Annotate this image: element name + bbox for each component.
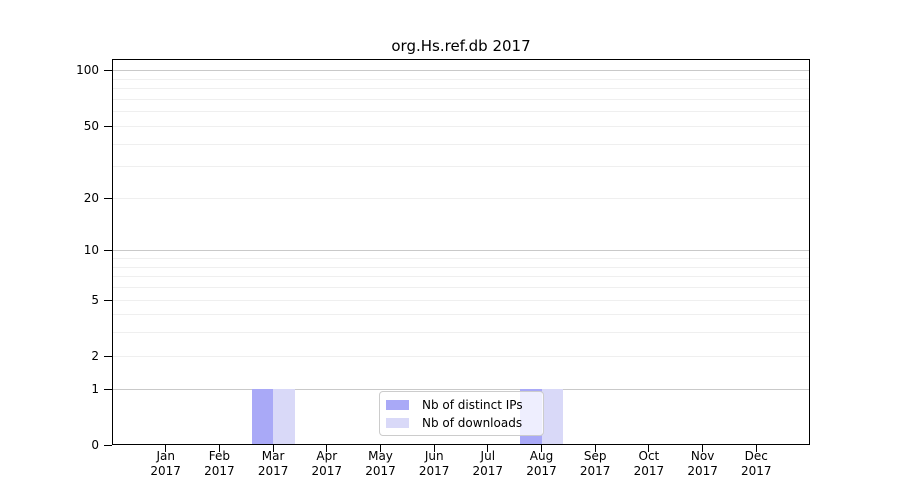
minor-gridline [113,88,809,90]
legend-label: Nb of distinct IPs [422,397,523,412]
legend-label: Nb of downloads [422,415,523,430]
plot-area [112,59,810,445]
minor-gridline [113,266,809,268]
x-tick-label: May 2017 [365,449,396,478]
x-tick-label: Oct 2017 [633,449,665,478]
bar-nb-of-downloads-mar [273,388,295,445]
x-tick-label: Mar 2017 [257,449,289,478]
x-tick [326,445,328,452]
x-tick [648,445,650,452]
bar-nb-of-distinct-ips-mar [251,388,274,445]
y-tick-label: 5 [91,292,99,307]
y-tick [104,388,112,390]
x-tick-label: Jun 2017 [418,449,450,478]
y-tick-label: 2 [91,348,99,363]
minor-gridline [113,258,809,259]
x-tick-label: Feb 2017 [204,449,235,478]
x-tick-label: Aug 2017 [526,449,557,478]
y-tick [104,250,112,252]
x-tick [594,445,596,452]
x-tick-label: Jul 2017 [472,449,504,478]
legend-swatch [386,399,409,410]
x-tick [272,445,274,452]
minor-gridline [113,332,809,334]
y-tick-label: 20 [83,190,99,205]
minor-gridline [113,166,809,168]
x-tick [702,445,704,452]
y-tick [104,125,112,127]
x-tick [218,445,220,452]
legend: Nb of distinct IPs Nb of downloads [379,391,544,436]
y-tick [104,445,112,447]
x-tick [755,445,757,452]
legend-swatch [386,417,409,428]
legend-row: Nb of distinct IPs [386,398,537,412]
major-gridline [113,388,809,390]
minor-gridline [113,197,809,199]
minor-gridline [113,78,809,80]
minor-gridline [113,98,809,100]
minor-gridline [113,287,809,288]
x-tick [165,445,167,452]
y-tick-label: 10 [83,243,99,258]
y-tick-label: 0 [91,438,99,452]
y-tick [104,70,112,72]
x-tick [379,445,382,452]
x-tick [433,445,435,452]
minor-gridline [113,314,809,316]
y-tick [104,299,112,301]
x-tick-label: Jan 2017 [150,449,181,478]
minor-gridline [113,276,809,278]
y-tick-label: 100 [76,63,99,78]
x-tick-label: Nov 2017 [687,449,718,478]
chart-title: org.Hs.ref.db 2017 [391,37,531,55]
minor-gridline [113,125,809,127]
x-tick-label: Sep 2017 [579,449,611,478]
y-tick [104,197,112,199]
y-tick-label: 50 [83,118,99,133]
major-gridline [113,70,809,72]
x-tick-label: Apr 2017 [311,449,343,478]
y-tick-label: 1 [91,381,99,396]
x-tick-label: Dec 2017 [741,449,772,478]
x-tick [487,445,489,452]
legend-row: Nb of downloads [386,416,537,430]
minor-gridline [113,143,809,145]
x-tick [540,445,543,452]
bar-nb-of-downloads-aug [541,388,563,445]
minor-gridline [113,111,809,113]
major-gridline [113,250,809,252]
minor-gridline [113,355,809,357]
minor-gridline [113,299,809,301]
y-tick [104,355,112,357]
